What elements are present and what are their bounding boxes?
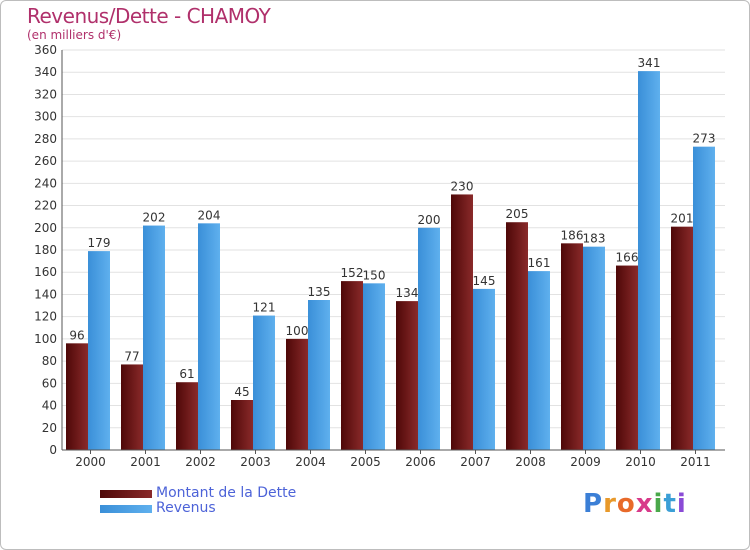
bar-dette bbox=[176, 382, 198, 450]
x-tick-label: 2003 bbox=[240, 455, 271, 469]
logo-letter: x bbox=[635, 489, 654, 519]
y-tick-label: 120 bbox=[34, 310, 57, 324]
y-tick-label: 280 bbox=[34, 132, 57, 146]
bar-revenus bbox=[418, 227, 440, 450]
data-label-dette: 201 bbox=[671, 212, 694, 226]
legend-label-dette: Montant de la Dette bbox=[156, 485, 297, 501]
logo-letter: i bbox=[676, 489, 687, 519]
bar-dette bbox=[561, 243, 583, 450]
y-tick-label: 360 bbox=[34, 43, 57, 57]
y-tick-label: 80 bbox=[42, 354, 57, 368]
data-label-dette: 77 bbox=[124, 349, 139, 363]
bar-revenus bbox=[638, 71, 660, 450]
y-tick-label: 220 bbox=[34, 199, 57, 213]
y-tick-label: 100 bbox=[34, 332, 57, 346]
data-label-dette: 96 bbox=[69, 328, 84, 342]
x-tick-label: 2011 bbox=[680, 455, 711, 469]
x-tick-label: 2009 bbox=[570, 455, 601, 469]
data-label-revenus: 183 bbox=[583, 232, 606, 246]
data-label-revenus: 145 bbox=[473, 274, 496, 288]
data-label-revenus: 200 bbox=[418, 213, 441, 227]
bar-dette bbox=[396, 301, 418, 450]
axes-layer bbox=[61, 50, 725, 454]
bar-dette bbox=[66, 343, 88, 450]
data-label-dette: 100 bbox=[286, 324, 309, 338]
data-label-revenus: 150 bbox=[363, 268, 386, 282]
x-tick-label: 2006 bbox=[405, 455, 436, 469]
y-tick-label: 260 bbox=[34, 154, 57, 168]
y-tick-label: 60 bbox=[42, 376, 57, 390]
bar-dette bbox=[671, 226, 693, 450]
y-tick-label: 340 bbox=[34, 65, 57, 79]
y-tick-label: 140 bbox=[34, 287, 57, 301]
data-label-revenus: 121 bbox=[253, 301, 276, 315]
legend-swatch-dette bbox=[100, 490, 152, 498]
bar-dette bbox=[451, 194, 473, 450]
data-label-revenus: 179 bbox=[88, 236, 111, 250]
bar-revenus bbox=[253, 315, 275, 450]
logo-letter: o bbox=[616, 489, 636, 519]
logo-letter: r bbox=[603, 489, 617, 519]
y-tick-label: 20 bbox=[42, 421, 57, 435]
bar-revenus bbox=[308, 300, 330, 450]
bar-dette bbox=[341, 281, 363, 450]
proxiti-logo: Proxiti bbox=[583, 489, 687, 519]
logo-letter: t bbox=[663, 489, 677, 519]
bar-revenus bbox=[198, 223, 220, 450]
bar-dette bbox=[286, 338, 308, 450]
y-tick-label: 40 bbox=[42, 399, 57, 413]
legend-swatch-revenus bbox=[100, 505, 152, 513]
y-tick-label: 0 bbox=[49, 443, 57, 457]
bar-revenus bbox=[88, 251, 110, 450]
x-tick-label: 2007 bbox=[460, 455, 491, 469]
bar-revenus bbox=[473, 288, 495, 450]
data-label-revenus: 273 bbox=[693, 132, 716, 146]
chart-title: Revenus/Dette - CHAMOY bbox=[27, 4, 271, 28]
data-label-revenus: 161 bbox=[528, 256, 551, 270]
data-label-dette: 186 bbox=[561, 228, 584, 242]
y-tick-label: 180 bbox=[34, 243, 57, 257]
bar-revenus bbox=[528, 271, 550, 450]
data-label-revenus: 341 bbox=[638, 56, 661, 70]
x-tick-label: 2008 bbox=[515, 455, 546, 469]
bar-revenus bbox=[143, 225, 165, 450]
y-tick-label: 240 bbox=[34, 176, 57, 190]
chart-subtitle: (en milliers d'€) bbox=[27, 28, 122, 42]
data-label-dette: 61 bbox=[179, 367, 194, 381]
data-label-dette: 230 bbox=[451, 179, 474, 193]
bar-dette bbox=[616, 265, 638, 450]
x-tick-label: 2005 bbox=[350, 455, 381, 469]
bar-dette bbox=[121, 364, 143, 450]
legend-label-revenus: Revenus bbox=[156, 500, 216, 516]
y-tick-label: 200 bbox=[34, 221, 57, 235]
x-tick-label: 2002 bbox=[185, 455, 216, 469]
x-tick-label: 2000 bbox=[75, 455, 106, 469]
grid-layer bbox=[62, 49, 725, 451]
x-tick-label: 2010 bbox=[625, 455, 656, 469]
data-label-dette: 134 bbox=[396, 286, 419, 300]
data-label-revenus: 202 bbox=[143, 211, 166, 225]
bar-dette bbox=[231, 400, 253, 450]
data-label-dette: 205 bbox=[506, 207, 529, 221]
bar-revenus bbox=[693, 146, 715, 450]
bars-layer bbox=[66, 71, 715, 450]
x-tick-label: 2001 bbox=[130, 455, 161, 469]
data-label-revenus: 204 bbox=[198, 208, 221, 222]
data-label-revenus: 135 bbox=[308, 285, 331, 299]
data-label-dette: 152 bbox=[341, 266, 364, 280]
data-label-dette: 166 bbox=[616, 251, 639, 265]
labels-layer: 0 20 40 60 80 100 120 140 160 180 200 220 240 260 280 3… bbox=[34, 43, 715, 469]
data-label-dette: 45 bbox=[234, 385, 249, 399]
y-tick-label: 300 bbox=[34, 110, 57, 124]
y-tick-label: 160 bbox=[34, 265, 57, 279]
logo-letter: P bbox=[583, 489, 604, 519]
y-tick-label: 320 bbox=[34, 87, 57, 101]
bar-revenus bbox=[583, 246, 605, 450]
bar-dette bbox=[506, 222, 528, 450]
x-tick-label: 2004 bbox=[295, 455, 326, 469]
logo-letter: i bbox=[653, 489, 664, 519]
bar-revenus bbox=[363, 283, 385, 450]
